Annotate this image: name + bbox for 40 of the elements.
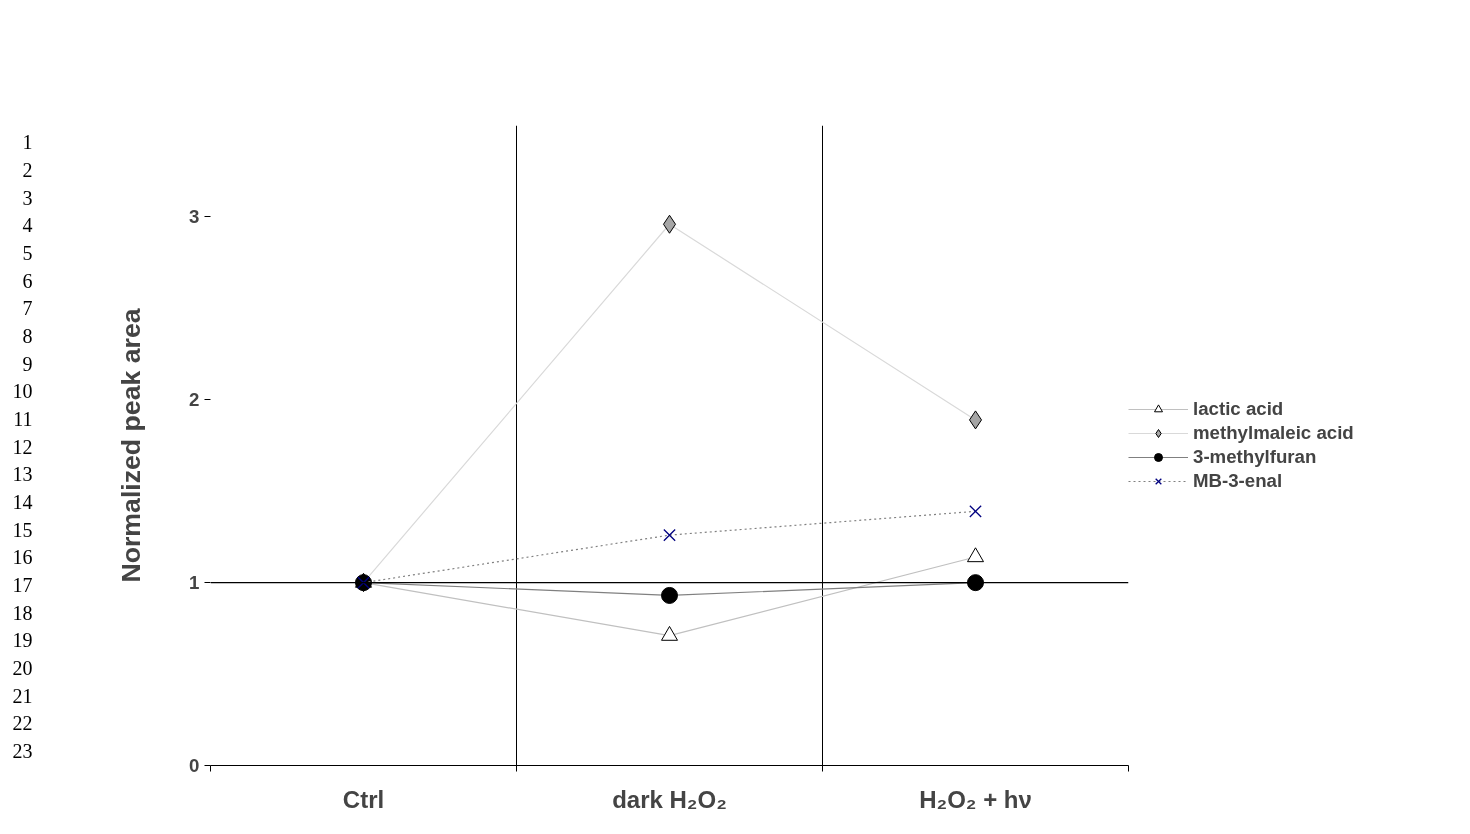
text: 11 [13,408,33,431]
text: 7 [22,297,33,320]
point [967,547,984,563]
text: 20 [12,657,33,679]
text: 12 [12,435,33,458]
x-tick-label: dark H₂O₂ [612,785,727,813]
y-tick-label: 2 [189,389,200,411]
text: 21 [12,684,33,707]
legend-label: lactic acid [1193,398,1284,420]
text: 15 [12,518,33,541]
legend-label: MB-3-enal [1193,470,1283,492]
text: 9 [22,352,33,375]
point [969,505,982,518]
text: 13 [12,463,33,486]
text: 6 [22,269,33,292]
text: 18 [12,601,33,624]
x-tick-label: H₂O₂ + hν [919,785,1032,813]
y-tick-label: 3 [189,206,200,228]
point [661,586,678,604]
text: 16 [12,546,33,569]
text: 19 [12,629,33,652]
text: 23 [12,740,33,762]
text: 22 [12,712,33,735]
point [663,528,676,542]
text: 14 [12,491,33,514]
text: 5 [22,242,33,265]
x-tick-label: Ctrl [342,785,385,813]
y-tick-label: 0 [189,755,200,776]
text: 4 [22,214,33,237]
text: 17 [12,574,33,597]
legend-label: 3-methylfuran [1193,446,1317,468]
text: 8 [22,325,33,348]
point [967,574,984,592]
text: 3 [22,186,33,209]
text: 1 [22,131,33,154]
legend-label: methylmaleic acid [1193,422,1354,444]
text: 2 [22,159,33,182]
y-tick-label: 1 [189,572,200,594]
text: 10 [12,380,33,403]
y-axis-title: Normalized peak area [116,308,147,583]
